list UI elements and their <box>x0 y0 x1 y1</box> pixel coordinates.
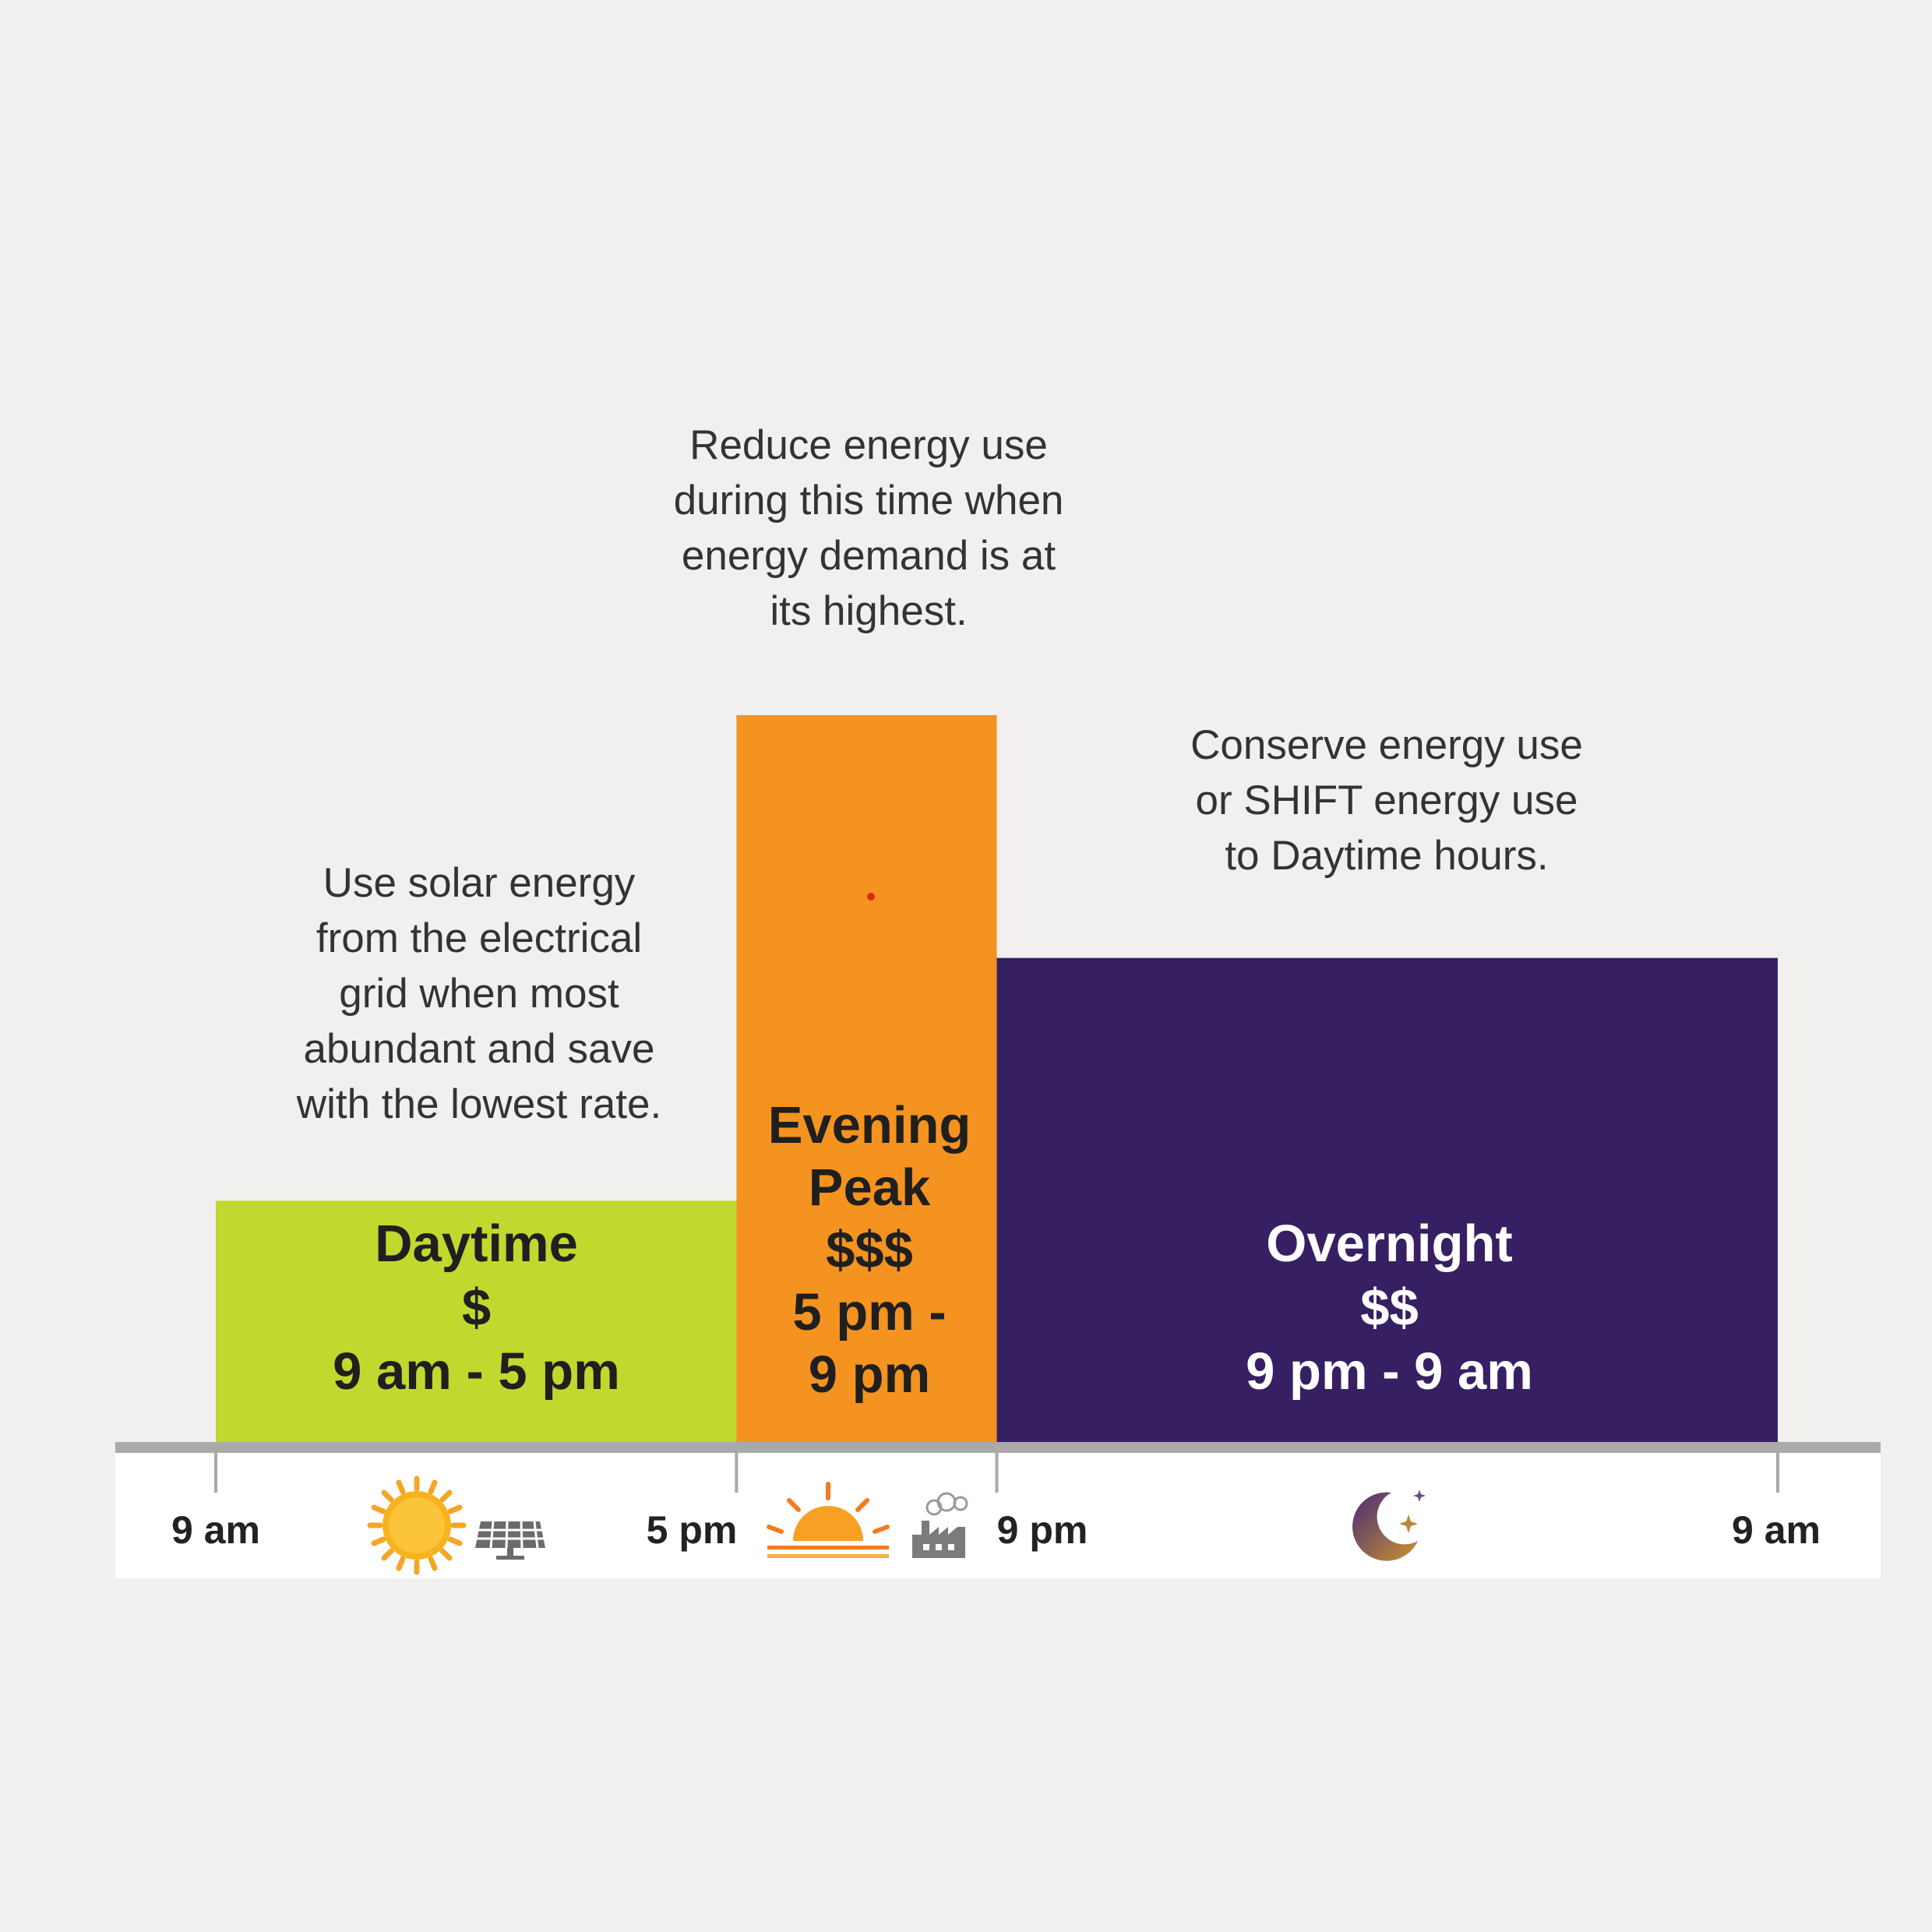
bars-layer <box>216 715 1778 1444</box>
bar-overnight <box>996 957 1778 1444</box>
factory-icon <box>912 1492 968 1558</box>
moon-stars-icon <box>1352 1490 1426 1561</box>
tick-mark-2 <box>995 1451 999 1493</box>
note-daytime: Use solar energy from the electrical gri… <box>296 860 662 1127</box>
sunset-icon <box>767 1482 890 1558</box>
sun-icon <box>367 1475 467 1575</box>
tick-label-9am-end: 9 am <box>1732 1508 1821 1552</box>
tick-label-9am-start: 9 am <box>171 1508 260 1552</box>
note-evening-peak: Reduce energy use during this time when … <box>673 422 1064 634</box>
bar-daytime <box>216 1200 737 1444</box>
tick-label-5pm: 5 pm <box>646 1508 738 1552</box>
baseline-axis <box>115 1442 1881 1453</box>
bar-label-overnight: Overnight $$ 9 pm - 9 am <box>1246 1215 1533 1401</box>
bar-label-evening-peak: Evening Peak $$$ 5 pm - 9 pm <box>767 1096 971 1404</box>
ticks-layer <box>214 1451 1779 1493</box>
tick-mark-1 <box>735 1451 739 1493</box>
bar-evening-peak <box>736 715 997 1444</box>
tick-mark-3 <box>1776 1451 1779 1493</box>
solar-panel-icon <box>475 1521 545 1560</box>
bar-label-daytime: Daytime $ 9 am - 5 pm <box>333 1215 620 1401</box>
marker-dot <box>867 893 875 901</box>
tick-label-9pm: 9 pm <box>996 1508 1088 1552</box>
note-overnight: Conserve energy use or SHIFT energy use … <box>1190 722 1583 879</box>
tick-mark-0 <box>214 1451 217 1493</box>
